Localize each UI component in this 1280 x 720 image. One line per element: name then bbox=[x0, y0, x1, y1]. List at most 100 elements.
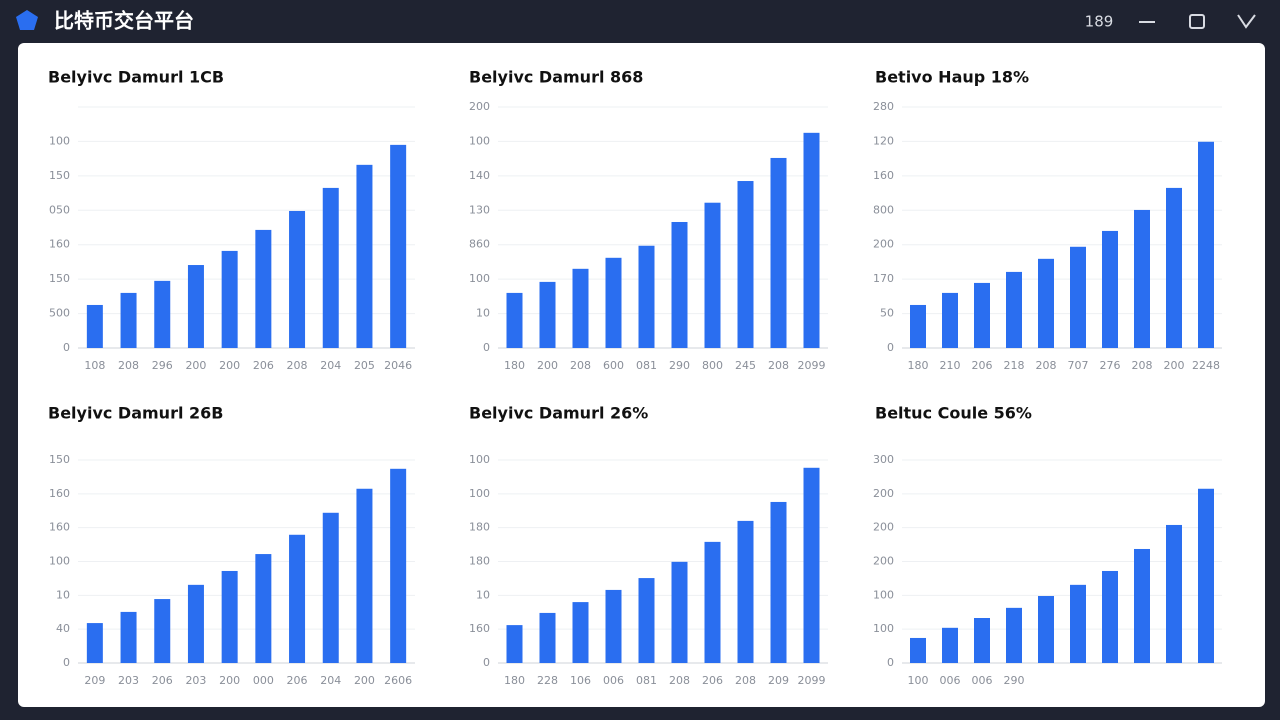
y-axis-label: 050 bbox=[49, 203, 70, 216]
y-axis-label: 0 bbox=[63, 656, 70, 669]
bar bbox=[605, 257, 622, 348]
y-axis-label: 500 bbox=[49, 307, 70, 320]
y-axis-label: 120 bbox=[873, 134, 894, 147]
x-tick-label: 208 bbox=[1132, 359, 1153, 372]
x-tick-label: 2099 bbox=[798, 359, 826, 372]
x-tick-label: 2248 bbox=[1192, 359, 1220, 372]
x-tick-label: 206 bbox=[253, 359, 274, 372]
y-axis-label: 100 bbox=[49, 555, 70, 568]
bar bbox=[704, 541, 721, 663]
y-axis-label: 170 bbox=[873, 272, 894, 285]
y-axis-label: 160 bbox=[469, 622, 490, 635]
bar bbox=[356, 164, 373, 348]
y-axis-label: 10 bbox=[56, 588, 70, 601]
y-axis-label: 100 bbox=[873, 622, 894, 635]
bar bbox=[974, 282, 990, 348]
y-axis-label: 860 bbox=[469, 238, 490, 251]
bar bbox=[390, 144, 407, 348]
x-tick-label: 245 bbox=[735, 359, 756, 372]
x-tick-label: 206 bbox=[972, 359, 993, 372]
x-tick-label: 206 bbox=[702, 674, 723, 687]
close-button[interactable] bbox=[1237, 14, 1256, 29]
app-title: 比特币交台平台 bbox=[54, 9, 194, 33]
y-axis-label: 280 bbox=[873, 100, 894, 113]
bar bbox=[322, 512, 339, 663]
bar bbox=[605, 589, 622, 663]
bar bbox=[942, 627, 958, 663]
x-tick-label: 228 bbox=[537, 674, 558, 687]
y-axis-label: 50 bbox=[880, 307, 894, 320]
bar bbox=[974, 618, 990, 663]
bar bbox=[1166, 524, 1182, 663]
x-tick-label: 205 bbox=[354, 359, 375, 372]
bar bbox=[1038, 596, 1054, 663]
y-axis-label: 100 bbox=[873, 588, 894, 601]
x-tick-label: 600 bbox=[603, 359, 624, 372]
x-tick-label: 208 bbox=[735, 674, 756, 687]
bar bbox=[770, 501, 787, 663]
x-tick-label: 006 bbox=[972, 674, 993, 687]
x-tick-label: 180 bbox=[504, 674, 525, 687]
x-tick-label: 210 bbox=[940, 359, 961, 372]
y-axis-label: 160 bbox=[49, 238, 70, 251]
y-axis-label: 150 bbox=[49, 169, 70, 182]
x-tick-label: 100 bbox=[908, 674, 929, 687]
y-axis-label: 300 bbox=[873, 453, 894, 466]
bar bbox=[910, 637, 926, 663]
bar bbox=[86, 304, 103, 348]
x-tick-label: 218 bbox=[1004, 359, 1025, 372]
bar bbox=[154, 599, 171, 663]
x-tick-label: 209 bbox=[84, 674, 105, 687]
y-axis-label: 0 bbox=[483, 656, 490, 669]
x-tick-label: 200 bbox=[219, 674, 240, 687]
x-tick-label: 206 bbox=[152, 674, 173, 687]
y-axis-label: 0 bbox=[483, 341, 490, 354]
y-axis-label: 160 bbox=[49, 521, 70, 534]
counter: 189 bbox=[1085, 13, 1114, 31]
y-axis-label: 160 bbox=[873, 169, 894, 182]
y-axis-label: 100 bbox=[469, 487, 490, 500]
x-tick-label: 208 bbox=[1036, 359, 1057, 372]
bar bbox=[506, 292, 523, 348]
bar bbox=[322, 187, 339, 348]
chart-title: Betivo Haup 18% bbox=[875, 68, 1029, 87]
x-tick-label: 108 bbox=[84, 359, 105, 372]
x-tick-label: 200 bbox=[219, 359, 240, 372]
bar bbox=[1134, 209, 1150, 348]
x-tick-label: 208 bbox=[669, 674, 690, 687]
bar bbox=[120, 611, 137, 663]
bar bbox=[187, 265, 204, 348]
maximize-button[interactable] bbox=[1189, 14, 1205, 29]
y-axis-label: 0 bbox=[887, 656, 894, 669]
bar bbox=[255, 554, 272, 663]
bar bbox=[506, 625, 523, 663]
bar bbox=[942, 292, 958, 348]
y-axis-label: 150 bbox=[49, 272, 70, 285]
bar bbox=[1038, 258, 1054, 348]
x-tick-label: 209 bbox=[768, 674, 789, 687]
bar bbox=[770, 157, 787, 348]
bar bbox=[1166, 187, 1182, 348]
y-axis-label: 0 bbox=[63, 341, 70, 354]
bar bbox=[539, 612, 556, 663]
bar bbox=[572, 268, 589, 348]
bar bbox=[1102, 230, 1118, 348]
x-tick-label: 206 bbox=[287, 674, 308, 687]
bar bbox=[289, 534, 306, 663]
x-tick-label: 2046 bbox=[384, 359, 412, 372]
app-logo bbox=[16, 10, 38, 30]
x-tick-label: 203 bbox=[185, 674, 206, 687]
bar bbox=[671, 221, 688, 348]
bar bbox=[289, 210, 306, 348]
y-axis-label: 200 bbox=[873, 555, 894, 568]
chart-title: Belyivc Damurl 26% bbox=[469, 404, 648, 423]
bar bbox=[86, 623, 103, 663]
x-tick-label: 276 bbox=[1100, 359, 1121, 372]
bar bbox=[803, 467, 820, 663]
x-tick-label: 006 bbox=[940, 674, 961, 687]
y-axis-label: 200 bbox=[873, 487, 894, 500]
bar bbox=[638, 245, 655, 348]
y-axis-label: 200 bbox=[873, 521, 894, 534]
bar bbox=[803, 132, 820, 348]
x-tick-label: 2606 bbox=[384, 674, 412, 687]
